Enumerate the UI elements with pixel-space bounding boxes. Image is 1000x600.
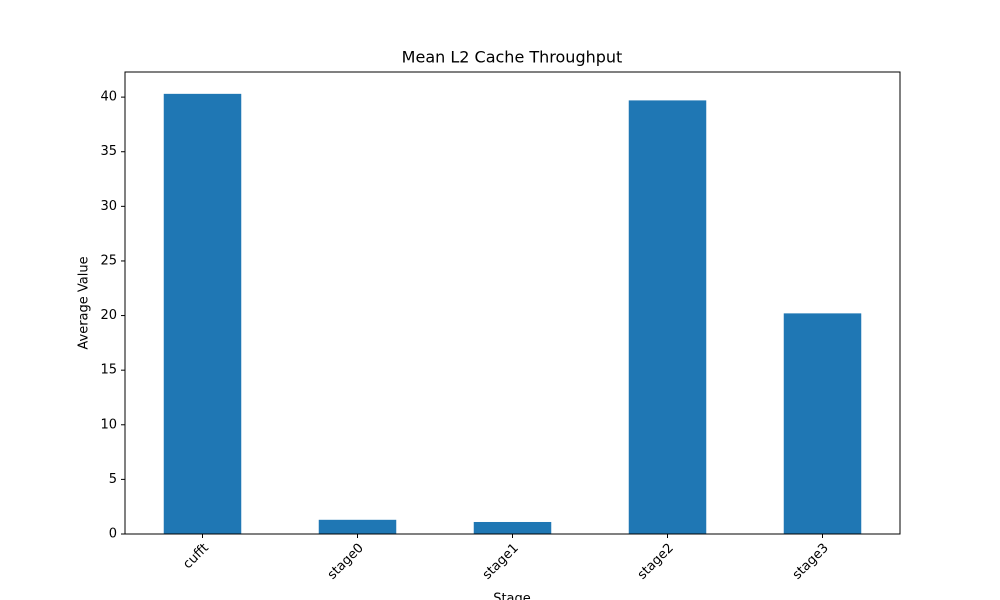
bar — [163, 93, 242, 535]
y-tick-label: 5 — [109, 472, 117, 487]
chart-title: Mean L2 Cache Throughput — [402, 48, 623, 67]
bar — [473, 521, 552, 534]
y-tick-label: 20 — [100, 308, 117, 323]
y-tick-label: 10 — [100, 417, 117, 432]
plot-frame — [124, 71, 901, 535]
y-tick-label: 40 — [100, 90, 117, 105]
bar — [318, 519, 397, 534]
y-axis-label: Average Value — [77, 256, 92, 349]
y-tick-label: 30 — [100, 199, 117, 214]
y-tick-label: 0 — [109, 527, 117, 542]
y-tick-label: 15 — [100, 363, 117, 378]
y-tick-label: 25 — [100, 253, 117, 268]
y-tick-label: 35 — [100, 144, 117, 159]
bar — [628, 100, 707, 535]
bar — [783, 313, 862, 534]
x-axis-label: Stage — [493, 592, 531, 600]
